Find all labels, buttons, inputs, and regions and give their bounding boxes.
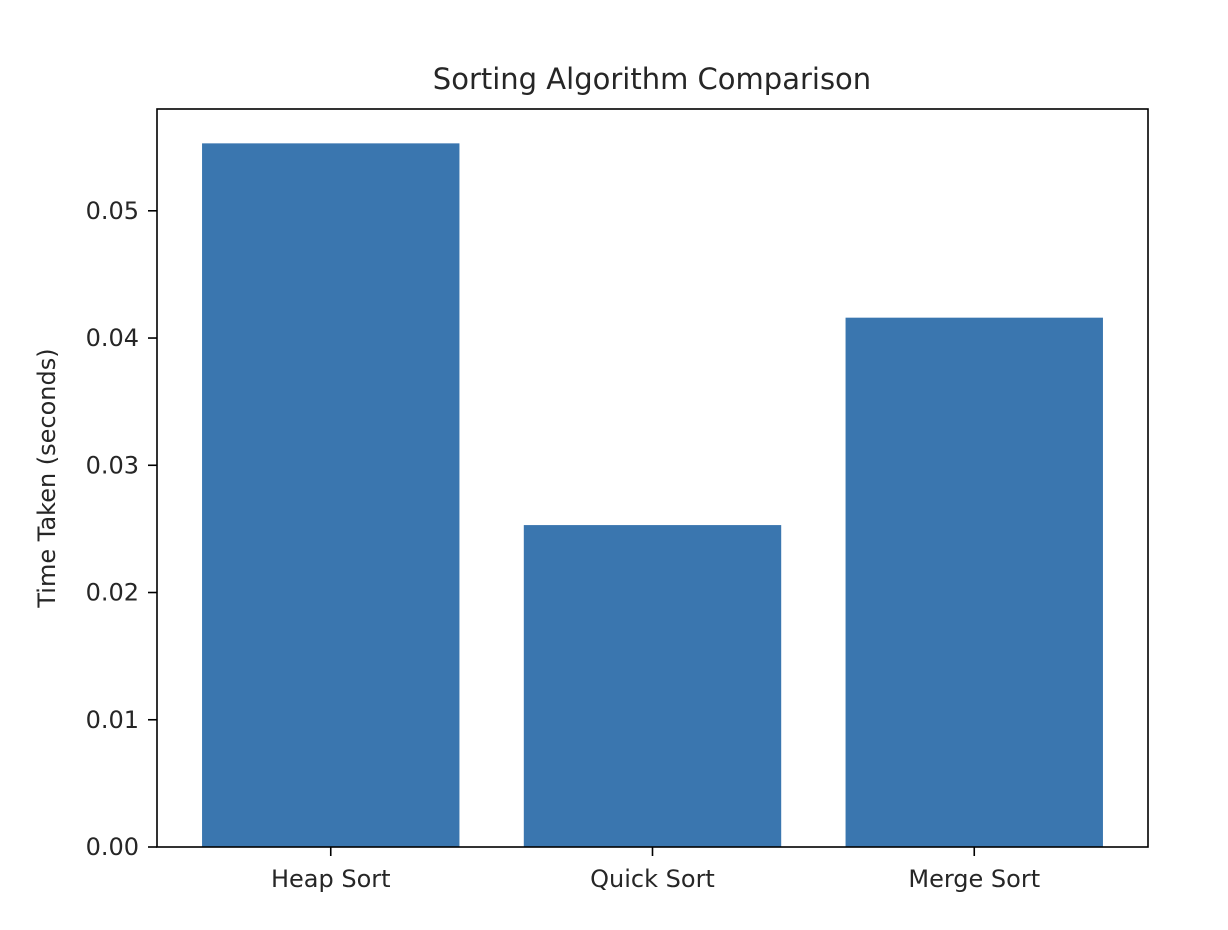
bar-merge-sort (845, 317, 1103, 847)
bars-layer (202, 143, 1103, 848)
y-axis-title: Time Taken (seconds) (33, 348, 61, 608)
chart-title: Sorting Algorithm Comparison (433, 62, 871, 96)
y-tick-label: 0.00 (86, 833, 139, 861)
plot-frame (156, 108, 1149, 848)
bar-heap-sort (202, 143, 460, 848)
x-axis: Heap Sort Quick Sort Merge Sort (271, 847, 1040, 893)
y-tick-label: 0.01 (86, 706, 139, 734)
y-tick-label: 0.04 (86, 324, 139, 352)
x-tick-label: Quick Sort (590, 865, 715, 893)
y-tick-label: 0.03 (86, 451, 139, 479)
x-tick-label: Merge Sort (908, 865, 1040, 893)
x-tick-label: Heap Sort (271, 865, 391, 893)
y-axis: 0.00 0.01 0.02 0.03 0.04 0.05 (86, 197, 157, 861)
y-tick-label: 0.02 (86, 579, 139, 607)
y-tick-label: 0.05 (86, 197, 139, 225)
bar-quick-sort (523, 525, 782, 847)
